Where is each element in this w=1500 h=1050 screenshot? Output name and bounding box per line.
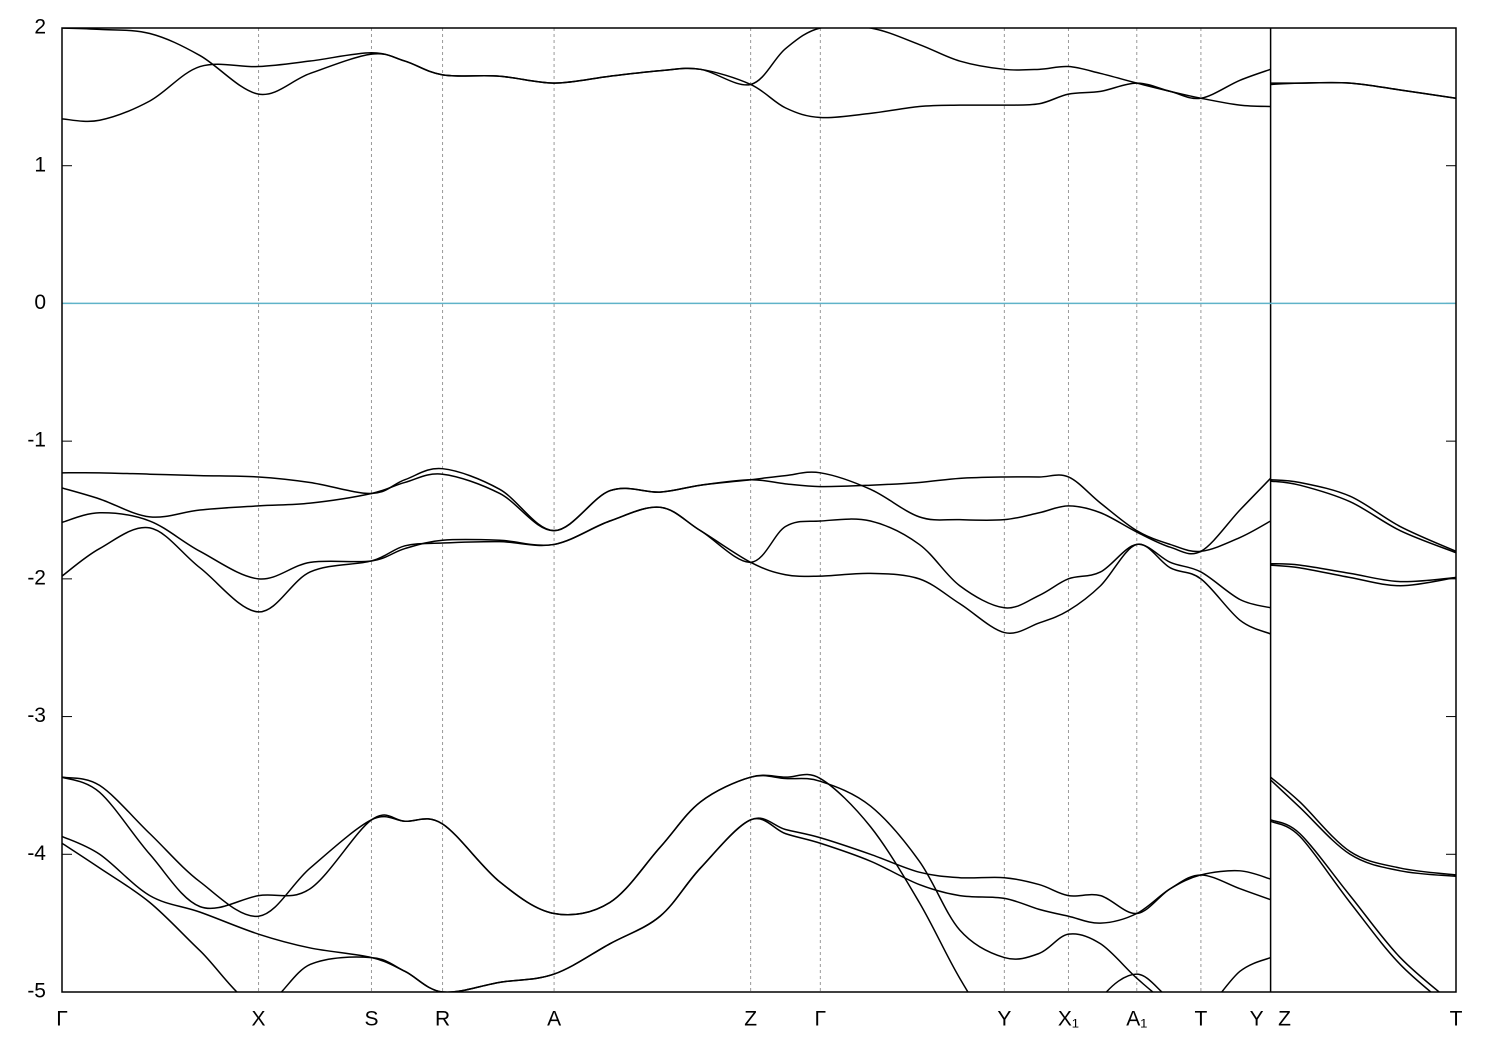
y-tick-label: -3 (27, 704, 46, 727)
band-group (62, 473, 1456, 554)
band-line (1270, 819, 1441, 992)
x-tick-label: A (547, 1008, 561, 1031)
band-line (1270, 81, 1456, 99)
band-line (62, 473, 1271, 553)
band-line (1270, 478, 1456, 552)
x-tick-label: Γ (815, 1008, 827, 1031)
band-group (62, 52, 1456, 123)
band-line (1270, 564, 1456, 587)
band-line (62, 52, 1271, 123)
band-line (1270, 776, 1456, 876)
band-line (62, 817, 1271, 992)
band-line (62, 774, 1154, 992)
band-line (62, 506, 1271, 635)
x-tick-label: X (252, 1008, 266, 1031)
x-tick-label: Y (997, 1008, 1011, 1031)
band-line (1270, 480, 1456, 554)
y-tick-label: -5 (27, 980, 46, 1003)
x-tick-label: Z (1278, 1008, 1291, 1031)
band-line (1270, 820, 1432, 992)
band-line (1270, 562, 1456, 583)
band-group (62, 774, 1456, 992)
x-tick-label: T (1450, 1008, 1463, 1031)
x-tick-label: R (435, 1008, 450, 1031)
band-group (62, 817, 1432, 992)
x-tick-label: X₁ (1058, 1008, 1079, 1031)
x-tick-label: Z (744, 1008, 757, 1031)
y-tick-label: 2 (34, 16, 46, 39)
band-group (62, 506, 1456, 635)
y-tick-label: -1 (27, 429, 46, 452)
plot-frame (61, 27, 1457, 993)
x-tick-label: Y (1250, 1008, 1264, 1031)
y-tick-label: -4 (27, 842, 46, 865)
y-tick-label: 1 (34, 153, 46, 176)
y-tick-label: -2 (27, 566, 46, 589)
band-line (1270, 779, 1456, 878)
x-tick-label: T (1194, 1008, 1207, 1031)
y-tick-label: 0 (34, 291, 46, 314)
x-tick-label: A₁ (1126, 1008, 1147, 1031)
x-tick-label: S (364, 1008, 378, 1031)
x-tick-label: Γ (56, 1008, 68, 1031)
